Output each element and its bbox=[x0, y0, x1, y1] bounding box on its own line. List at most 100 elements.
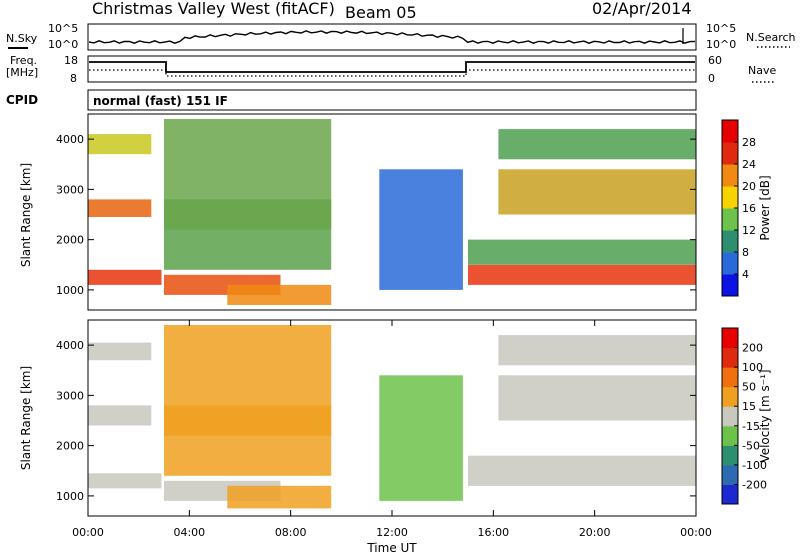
velocity-colorbar-tick-label: -15 bbox=[742, 420, 760, 433]
freq-label-line2: [MHz] bbox=[6, 66, 38, 79]
velocity-colorbar-frame bbox=[721, 327, 739, 505]
velocity-colorbar-swatch bbox=[722, 386, 738, 407]
velocity-colorbar: 200 100 50 15 -15 -50 -100 -200 Velocity [m s⁻¹… bbox=[721, 327, 772, 505]
noise-tick-left-top: 10^5 bbox=[48, 22, 78, 35]
nsearch-label: N.Search bbox=[746, 31, 796, 44]
velocity-colorbar-tick-label: 50 bbox=[742, 381, 756, 394]
velocity-scatter-band bbox=[88, 342, 152, 361]
x-tick-label: 12:00 bbox=[376, 526, 408, 539]
velocity-colorbar-tick-label: -200 bbox=[742, 478, 767, 491]
velocity-panel: 1000 2000 3000 4000 00:00 04:00 08:00 12:00 16:… bbox=[19, 319, 712, 554]
velocity-y-axis-label: Slant Range [km] bbox=[19, 366, 33, 470]
power-y-tick-label: 4000 bbox=[56, 133, 84, 146]
nave-trace bbox=[89, 69, 695, 77]
nsky-label: N.Sky bbox=[6, 32, 38, 45]
velocity-scatter-band bbox=[468, 455, 696, 486]
velocity-colorbar-swatch bbox=[722, 328, 738, 349]
velocity-y-tick-label: 1000 bbox=[56, 490, 84, 503]
velocity-colorbar-swatch bbox=[722, 425, 738, 446]
x-tick-label: 00:00 bbox=[72, 526, 104, 539]
power-panel-frame bbox=[87, 113, 697, 311]
freq-label-line1: Freq. bbox=[10, 54, 37, 67]
noise-sky-trace bbox=[88, 30, 696, 44]
velocity-x-ticks: 00:00 04:00 08:00 12:00 16:00 20:00 00:00 bbox=[72, 320, 712, 539]
velocity-colorbar-tick-label: 15 bbox=[742, 400, 756, 413]
power-scatter-band bbox=[88, 199, 152, 217]
velocity-y-tick-label: 2000 bbox=[56, 440, 84, 453]
velocity-colorbar-ticks: 200 100 50 15 -15 -50 -100 -200 bbox=[734, 342, 767, 491]
power-scatter-band bbox=[498, 129, 696, 160]
x-tick-label: 00:00 bbox=[680, 526, 712, 539]
velocity-scatter-band bbox=[379, 375, 463, 501]
nave-tick-top: 60 bbox=[708, 54, 722, 67]
power-colorbar-tick-label: 8 bbox=[742, 246, 749, 259]
power-y-tick-label: 2000 bbox=[56, 234, 84, 247]
velocity-colorbar-swatch bbox=[722, 367, 738, 388]
power-colorbar-tick-label: 20 bbox=[742, 180, 756, 193]
velocity-colorbar-tick-label: 200 bbox=[742, 342, 763, 355]
cpid-panel-frame bbox=[87, 89, 697, 111]
velocity-colorbar-label: Velocity [m s⁻¹] bbox=[758, 369, 772, 462]
power-scatter-band bbox=[468, 264, 696, 285]
power-colorbar-tick-label: 12 bbox=[742, 224, 756, 237]
noise-tick-right-bottom: 10^0 bbox=[706, 38, 736, 51]
cpid-label: CPID bbox=[6, 93, 38, 107]
power-scatter-band bbox=[379, 169, 463, 290]
power-scatter-band bbox=[88, 134, 152, 155]
velocity-colorbar-tick-label: -100 bbox=[742, 459, 767, 472]
chart-title-station: Christmas Valley West (fitACF) bbox=[92, 0, 335, 18]
power-colorbar-label: Power [dB] bbox=[758, 175, 772, 240]
power-colorbar-swatch bbox=[722, 230, 738, 253]
power-y-ticks: 1000 2000 3000 4000 bbox=[56, 133, 696, 297]
velocity-scatter-band bbox=[498, 335, 696, 366]
power-scatter-band bbox=[498, 169, 696, 215]
power-colorbar-tick-label: 24 bbox=[742, 158, 756, 171]
freq-tick-top: 18 bbox=[64, 54, 78, 67]
power-colorbar-swatches bbox=[722, 120, 738, 297]
x-tick-label: 08:00 bbox=[275, 526, 307, 539]
power-colorbar-swatch bbox=[722, 208, 738, 231]
chart-title-beam: Beam 05 bbox=[345, 3, 417, 22]
x-tick-label: 16:00 bbox=[477, 526, 509, 539]
velocity-colorbar-swatches bbox=[722, 328, 738, 505]
noise-panel-frame bbox=[87, 23, 697, 51]
power-colorbar-swatch bbox=[722, 142, 738, 165]
power-colorbar-tick-label: 28 bbox=[742, 136, 756, 149]
power-colorbar-tick-label: 16 bbox=[742, 202, 756, 215]
power-colorbar-swatch bbox=[722, 252, 738, 275]
power-y-axis-label: Slant Range [km] bbox=[19, 163, 33, 267]
power-data-layer bbox=[88, 119, 696, 305]
power-scatter-band bbox=[468, 239, 696, 265]
velocity-scatter-band bbox=[227, 485, 332, 509]
x-tick-label: 20:00 bbox=[579, 526, 611, 539]
power-scatter-band bbox=[227, 284, 332, 305]
power-y-tick-label: 3000 bbox=[56, 183, 84, 196]
cpid-value: normal (fast) 151 IF bbox=[93, 94, 228, 108]
power-colorbar-swatch bbox=[722, 274, 738, 297]
velocity-scatter-band bbox=[88, 405, 152, 426]
velocity-data-layer bbox=[88, 325, 696, 509]
noise-tick-right-top: 10^5 bbox=[706, 22, 736, 35]
velocity-colorbar-swatch bbox=[722, 464, 738, 485]
velocity-scatter-band bbox=[88, 473, 162, 489]
power-colorbar: 28 24 20 16 12 8 4 Power [dB] bbox=[721, 119, 772, 297]
power-colorbar-swatch bbox=[722, 164, 738, 187]
freq-tick-bottom: 8 bbox=[70, 72, 77, 85]
freq-panel-frame bbox=[87, 55, 697, 83]
power-scatter-band bbox=[88, 269, 162, 285]
velocity-scatter-band bbox=[498, 375, 696, 421]
velocity-colorbar-swatch bbox=[722, 445, 738, 466]
power-colorbar-swatch bbox=[722, 120, 738, 143]
x-axis-label: Time UT bbox=[366, 541, 417, 554]
velocity-scatter-band bbox=[164, 325, 332, 436]
power-colorbar-ticks: 28 24 20 16 12 8 4 bbox=[734, 136, 756, 281]
x-tick-label: 04:00 bbox=[173, 526, 205, 539]
power-colorbar-tick-label: 4 bbox=[742, 268, 749, 281]
chart-title-date: 02/Apr/2014 bbox=[592, 0, 692, 18]
velocity-colorbar-swatch bbox=[722, 484, 738, 505]
power-colorbar-swatch bbox=[722, 186, 738, 209]
power-y-tick-label: 1000 bbox=[56, 284, 84, 297]
noise-tick-left-bottom: 10^0 bbox=[48, 38, 78, 51]
velocity-colorbar-swatch bbox=[722, 347, 738, 368]
